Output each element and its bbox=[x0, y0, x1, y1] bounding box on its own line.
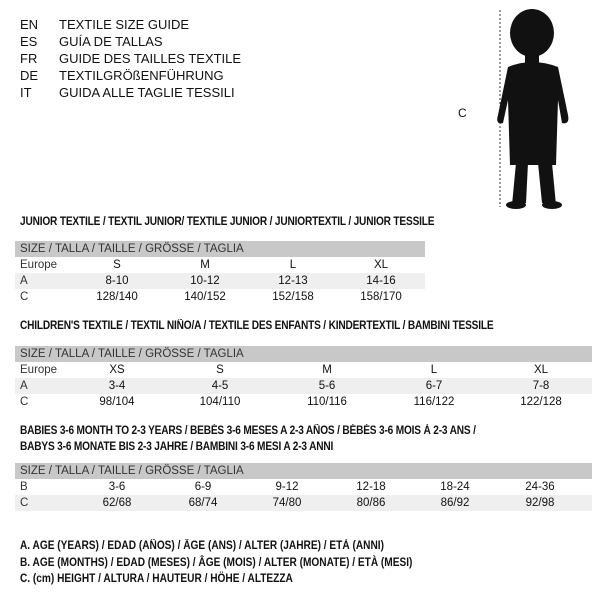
row-label: B bbox=[20, 481, 28, 493]
table-cell: L bbox=[289, 259, 297, 271]
table-cell: 12-18 bbox=[356, 481, 386, 493]
table-cell: L bbox=[430, 364, 438, 376]
legend-item-b: B. AGE (MONTHS) / EDAD (MESES) / ÂGE (MO… bbox=[20, 556, 413, 569]
table-cell: 104/110 bbox=[199, 396, 241, 408]
lang-text: TEXTILGRÖßENFÜHRUNG bbox=[59, 68, 224, 83]
lang-line-en: EN TEXTILE SIZE GUIDE bbox=[20, 16, 241, 33]
table-cell: 8-10 bbox=[105, 275, 129, 287]
lang-text: GUIDE DES TAILLES TEXTILE bbox=[59, 51, 242, 66]
size-header-row: SIZE / TALLA / TAILLE / GRÖSSE / TAGLIA bbox=[15, 346, 592, 362]
table-cell: 3-4 bbox=[108, 380, 126, 392]
table-cell: 122/128 bbox=[520, 396, 562, 408]
table-cell: 6-7 bbox=[425, 380, 443, 392]
table-cell: 10-12 bbox=[190, 275, 220, 287]
table-cell: 3-6 bbox=[108, 481, 126, 493]
table-cell: 9-12 bbox=[275, 481, 299, 493]
table-cell: 7-8 bbox=[532, 380, 550, 392]
table-cell: XL bbox=[533, 364, 549, 376]
row-label: A bbox=[20, 380, 28, 392]
table-cell: M bbox=[322, 364, 332, 376]
junior-size-table: SIZE / TALLA / TAILLE / GRÖSSE / TAGLIA E… bbox=[15, 241, 425, 305]
babies-title-line1: BABIES 3-6 MONTH TO 2-3 YEARS / BEBÉS 3-… bbox=[20, 425, 476, 437]
lang-line-it: IT GUIDA ALLE TAGLIE TESSILI bbox=[20, 84, 241, 101]
table-cell: XS bbox=[109, 364, 125, 376]
size-header-row: SIZE / TALLA / TAILLE / GRÖSSE / TAGLIA bbox=[15, 241, 425, 257]
table-cell: 158/170 bbox=[360, 291, 402, 303]
table-cell: 110/116 bbox=[307, 396, 347, 408]
table-cell: 5-6 bbox=[318, 380, 336, 392]
lang-code: EN bbox=[20, 17, 39, 32]
row-label: C bbox=[20, 396, 29, 408]
row-label: C bbox=[20, 291, 29, 303]
lang-code: ES bbox=[20, 34, 38, 49]
children-title: CHILDREN'S TEXTILE / TEXTIL NIÑO/A / TEX… bbox=[20, 320, 494, 332]
table-cell: 24-36 bbox=[525, 481, 555, 493]
table-row: C 98/104 104/110 110/116 116/122 122/128 bbox=[15, 394, 592, 410]
table-cell: 62/68 bbox=[102, 497, 132, 509]
row-label: C bbox=[20, 497, 29, 509]
table-row: A 8-10 10-12 12-13 14-16 bbox=[15, 273, 425, 289]
table-cell: 98/104 bbox=[99, 396, 135, 408]
legend-item-a: A. AGE (YEARS) / EDAD (AÑOS) / ÂGE (ANS)… bbox=[20, 540, 384, 552]
table-row: Europe XS S M L XL bbox=[15, 362, 592, 378]
table-cell: 74/80 bbox=[272, 497, 302, 509]
row-label: A bbox=[20, 275, 28, 287]
table-cell: 116/122 bbox=[413, 396, 455, 408]
table-cell: 14-16 bbox=[366, 275, 396, 287]
lang-code: IT bbox=[20, 85, 32, 100]
babies-size-table: SIZE / TALLA / TAILLE / GRÖSSE / TAGLIA B… bbox=[15, 463, 592, 511]
table-cell: XL bbox=[373, 259, 389, 271]
row-label: Europe bbox=[20, 364, 58, 376]
table-row: C 128/140 140/152 152/158 158/170 bbox=[15, 289, 425, 305]
legend-item-c: C. (cm) HEIGHT / ALTURA / HAUTEUR / HÖHE… bbox=[20, 573, 293, 585]
table-cell: 92/98 bbox=[525, 497, 555, 509]
lang-line-es: ES GUÍA DE TALLAS bbox=[20, 33, 241, 50]
table-row: A 3-4 4-5 5-6 6-7 7-8 bbox=[15, 378, 592, 394]
table-row: Europe S M L XL bbox=[15, 257, 425, 273]
table-row: B 3-6 6-9 9-12 12-18 18-24 24-36 bbox=[15, 479, 592, 495]
table-cell: 86/92 bbox=[440, 497, 470, 509]
table-cell: 152/158 bbox=[272, 291, 314, 303]
height-measure-label: C bbox=[458, 106, 467, 120]
child-silhouette-icon bbox=[497, 9, 569, 209]
lang-text: GUIDA ALLE TAGLIE TESSILI bbox=[59, 85, 235, 100]
lang-text: GUÍA DE TALLAS bbox=[59, 34, 163, 49]
table-cell: 12-13 bbox=[278, 275, 308, 287]
table-cell: M bbox=[200, 259, 210, 271]
table-cell: 140/152 bbox=[184, 291, 226, 303]
table-cell: 68/74 bbox=[188, 497, 218, 509]
junior-title: JUNIOR TEXTILE / TEXTIL JUNIOR/ TEXTILE … bbox=[20, 216, 435, 228]
legend: A. AGE (YEARS) / EDAD (AÑOS) / ÂGE (ANS)… bbox=[20, 538, 412, 588]
lang-text: TEXTILE SIZE GUIDE bbox=[59, 17, 190, 32]
table-cell: 128/140 bbox=[96, 291, 138, 303]
table-cell: 80/86 bbox=[356, 497, 386, 509]
size-header-row: SIZE / TALLA / TAILLE / GRÖSSE / TAGLIA bbox=[15, 463, 592, 479]
table-cell: 4-5 bbox=[211, 380, 229, 392]
babies-title-line2: BABYS 3-6 MONATE BIS 2-3 JAHRE / BAMBINI… bbox=[20, 441, 334, 453]
lang-line-fr: FR GUIDE DES TAILLES TEXTILE bbox=[20, 50, 241, 67]
table-cell: S bbox=[113, 259, 121, 271]
lang-line-de: DE TEXTILGRÖßENFÜHRUNG bbox=[20, 67, 241, 84]
table-cell: 6-9 bbox=[194, 481, 212, 493]
table-row: C 62/68 68/74 74/80 80/86 86/92 92/98 bbox=[15, 495, 592, 511]
row-label: Europe bbox=[20, 259, 58, 271]
table-cell: S bbox=[216, 364, 224, 376]
language-titles: EN TEXTILE SIZE GUIDE ES GUÍA DE TALLAS FR… bbox=[20, 16, 241, 101]
table-cell: 18-24 bbox=[440, 481, 470, 493]
lang-code: DE bbox=[20, 68, 39, 83]
children-size-table: SIZE / TALLA / TAILLE / GRÖSSE / TAGLIA E… bbox=[15, 346, 592, 410]
lang-code: FR bbox=[20, 51, 38, 66]
